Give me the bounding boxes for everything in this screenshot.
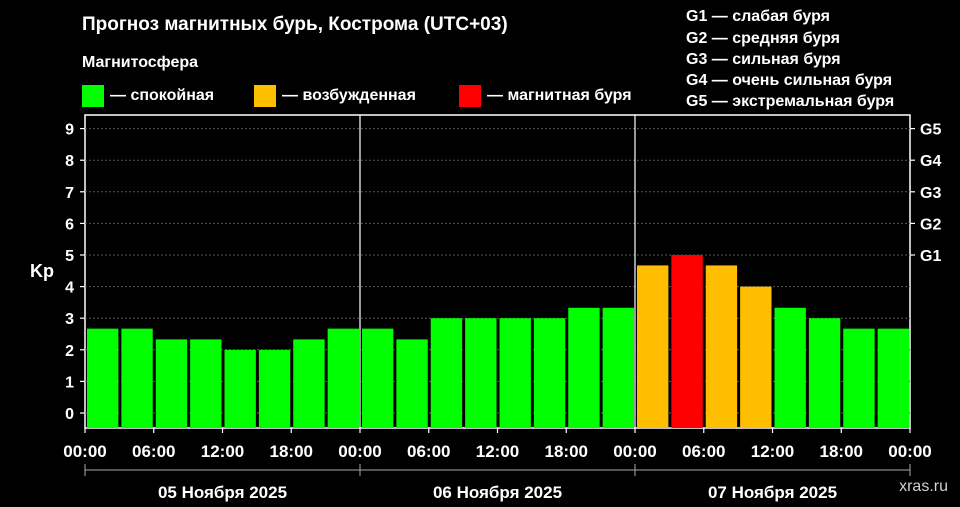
bar-17 xyxy=(671,255,703,428)
g-scale-g1: G1 — слабая буря xyxy=(686,8,831,25)
bar-4 xyxy=(224,349,256,428)
bar-8 xyxy=(362,328,394,428)
bar-13 xyxy=(533,318,566,428)
day-label-0: 05 Ноября 2025 xyxy=(158,483,287,502)
bar-23 xyxy=(877,328,909,428)
x-tick-label-6: 12:00 xyxy=(476,442,519,461)
g-tick-label-g2: G2 xyxy=(920,216,941,233)
x-tick-label-7: 18:00 xyxy=(545,442,588,461)
y-tick-label-8: 8 xyxy=(65,153,74,170)
x-tick-label-0: 00:00 xyxy=(63,442,106,461)
bar-19 xyxy=(740,286,772,428)
legend-item-active: — возбужденная xyxy=(254,85,416,107)
bar-5 xyxy=(258,349,291,428)
g-scale-g4: G4 — очень сильная буря xyxy=(686,72,893,89)
x-tick-label-9: 06:00 xyxy=(682,442,725,461)
bar-21 xyxy=(808,318,841,428)
legend-swatch-active xyxy=(254,85,276,107)
x-tick-label-3: 18:00 xyxy=(270,442,313,461)
legend-label-storm: — магнитная буря xyxy=(487,87,632,104)
y-tick-label-4: 4 xyxy=(65,280,74,297)
x-tick-label-12: 00:00 xyxy=(888,442,931,461)
chart-title: Прогноз магнитных бурь, Кострома (UTC+03… xyxy=(82,14,508,35)
legend-label-quiet: — спокойная xyxy=(110,87,215,104)
bar-9 xyxy=(396,339,428,428)
x-tick-label-1: 06:00 xyxy=(132,442,175,461)
legend-item-storm: — магнитная буря xyxy=(459,85,632,107)
x-tick-label-10: 12:00 xyxy=(751,442,794,461)
bar-11 xyxy=(465,318,497,428)
y-tick-label-6: 6 xyxy=(65,216,74,233)
bar-20 xyxy=(774,307,806,428)
bar-10 xyxy=(430,318,463,428)
bar-2 xyxy=(155,339,188,428)
bar-15 xyxy=(602,307,634,428)
day-label-1: 06 Ноября 2025 xyxy=(433,483,562,502)
y-tick-label-2: 2 xyxy=(65,343,74,360)
y-tick-label-3: 3 xyxy=(65,311,74,328)
g-scale-g2: G2 — средняя буря xyxy=(686,30,840,47)
bar-1 xyxy=(121,328,153,428)
bar-6 xyxy=(293,339,325,428)
x-tick-label-2: 12:00 xyxy=(201,442,244,461)
bar-0 xyxy=(87,328,119,428)
g-tick-label-g5: G5 xyxy=(920,122,941,139)
bar-7 xyxy=(327,328,359,428)
x-tick-label-5: 06:00 xyxy=(407,442,450,461)
bar-22 xyxy=(843,328,875,428)
y-tick-label-5: 5 xyxy=(65,248,74,265)
legend-item-quiet: — спокойная xyxy=(82,85,214,107)
g-scale-g3: G3 — сильная буря xyxy=(686,51,841,68)
g-tick-label-g3: G3 xyxy=(920,185,941,202)
legend-label-active: — возбужденная xyxy=(282,87,416,104)
g-tick-label-g1: G1 xyxy=(920,248,941,265)
y-tick-label-7: 7 xyxy=(65,185,74,202)
bar-16 xyxy=(637,265,669,428)
day-label-2: 07 Ноября 2025 xyxy=(708,483,837,502)
y-axis-label: Kp xyxy=(30,261,54,281)
y-tick-label-1: 1 xyxy=(65,374,74,391)
watermark: xras.ru xyxy=(899,478,948,495)
x-tick-label-11: 18:00 xyxy=(820,442,863,461)
g-tick-label-g4: G4 xyxy=(920,153,941,170)
x-tick-label-8: 00:00 xyxy=(613,442,656,461)
y-tick-label-9: 9 xyxy=(65,122,74,139)
bar-3 xyxy=(190,339,222,428)
bar-14 xyxy=(568,307,600,428)
magnetosphere-subtitle: Магнитосфера xyxy=(82,54,199,71)
bar-18 xyxy=(705,265,738,428)
legend-swatch-quiet xyxy=(82,85,104,107)
legend-swatch-storm xyxy=(459,85,481,107)
g-scale-g5: G5 — экстремальная буря xyxy=(686,93,895,110)
y-tick-label-0: 0 xyxy=(65,406,74,423)
x-tick-label-4: 00:00 xyxy=(338,442,381,461)
bar-12 xyxy=(499,318,531,428)
